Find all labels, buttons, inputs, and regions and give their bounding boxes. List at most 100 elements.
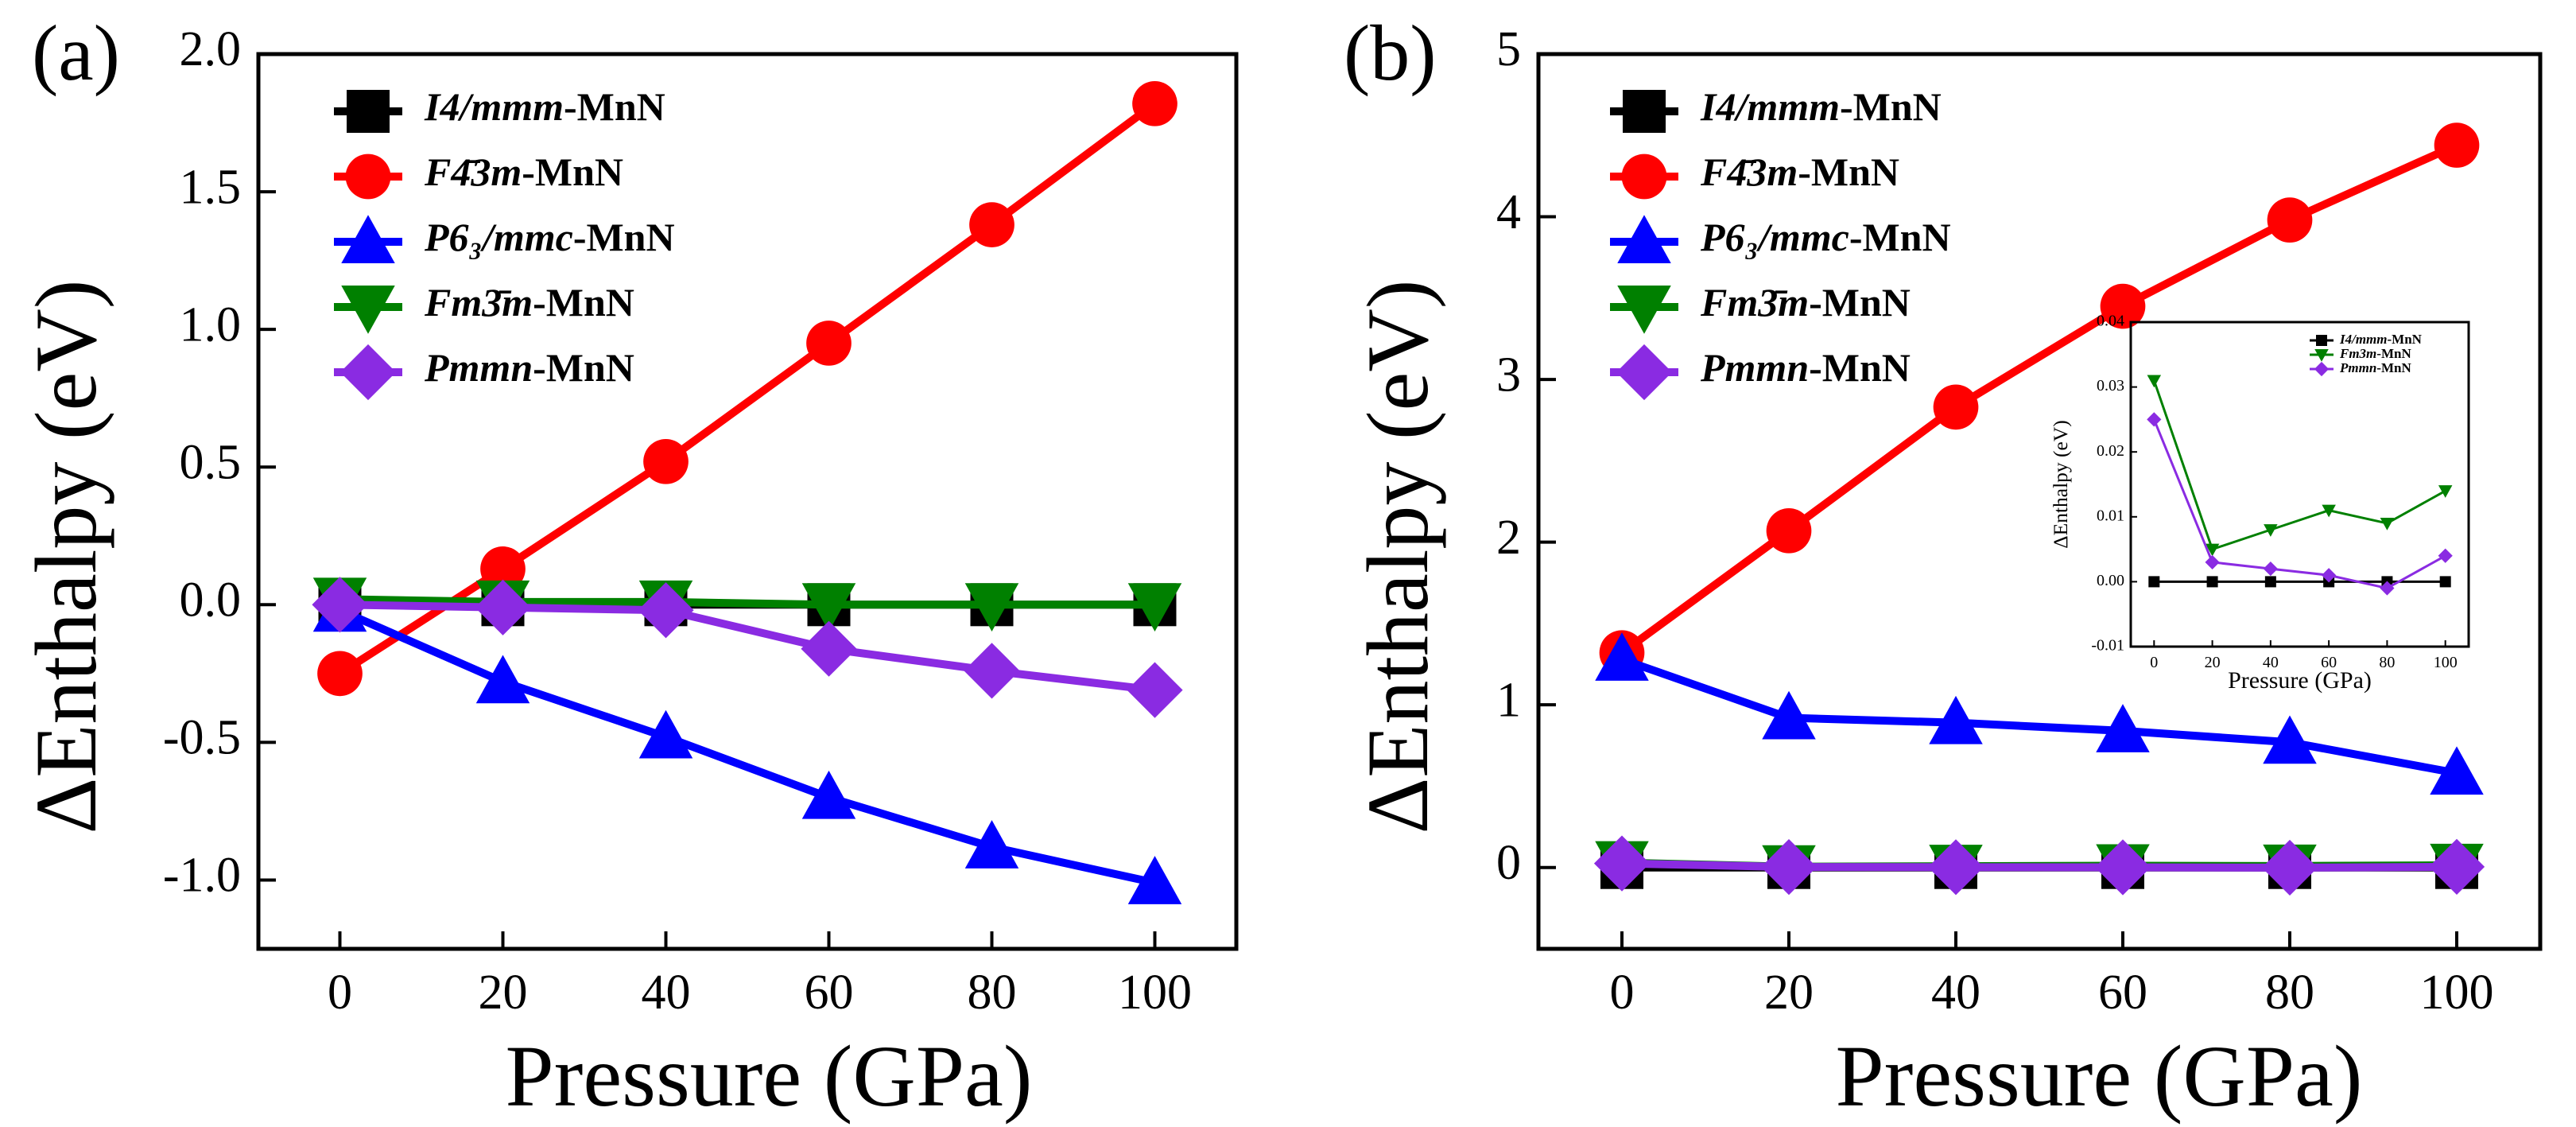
legend-label: P6₃/mmc-MnN (1700, 215, 1951, 259)
data-point (475, 579, 531, 635)
x-tick-label: 80 (2379, 654, 2395, 671)
data-point (1127, 662, 1183, 718)
data-point (2206, 576, 2218, 588)
data-point (312, 577, 368, 633)
legend-label: F4̄3m-MnN (424, 150, 623, 194)
x-tick-label: 40 (642, 966, 691, 1020)
y-tick-label: -0.01 (2091, 637, 2124, 655)
series-triangle-up (1595, 632, 2484, 795)
data-point (480, 546, 526, 592)
data-point (801, 770, 856, 819)
x-tick-label: 20 (2205, 654, 2221, 671)
data-point (1929, 695, 1983, 744)
data-point (1595, 632, 1649, 681)
x-tick-label: 80 (968, 966, 1017, 1020)
panel-b-x-axis-title: Pressure (GPa) (1836, 1028, 2363, 1125)
x-tick-label: 40 (1931, 966, 1980, 1020)
plot-frame (2129, 321, 2470, 648)
data-point (1132, 80, 1177, 126)
x-tick-label: 100 (2420, 966, 2494, 1020)
y-tick-label: 0.5 (180, 435, 242, 489)
y-tick-label: 2.0 (180, 22, 242, 76)
panel-b-inset-plot: 0 20 40 60 80 100 -0.01 0.00 0.01 0.02 0.03 0.04 I4/… (2049, 313, 2470, 694)
legend-label: I4/mmm-MnN (424, 84, 665, 129)
y-tick-label: 0.04 (2097, 313, 2124, 330)
data-point (317, 651, 363, 697)
series-line (339, 595, 1155, 609)
y-tick-label: 0 (1496, 836, 1521, 890)
data-point (801, 620, 857, 677)
data-point (2438, 548, 2453, 563)
series-line (2152, 379, 2446, 551)
data-point (2267, 197, 2313, 243)
legend: I4/mmm-MnN F4̄3m-MnN P6₃/mmc-MnN Fm3̄m-MnN P… (1610, 84, 1951, 401)
y-tick-label: 1.0 (180, 297, 242, 352)
series-diamond (312, 577, 1183, 718)
data-point (1927, 839, 1984, 896)
data-point (2438, 485, 2453, 498)
legend-marker (1616, 344, 1673, 401)
data-point (1127, 856, 1182, 904)
y-tick-label: 0.01 (2097, 507, 2124, 524)
series-line (2152, 418, 2446, 590)
plot-frame (1536, 52, 2543, 951)
y-tick-label: -0.5 (163, 711, 241, 765)
data-point (964, 643, 1020, 699)
data-point (964, 583, 1019, 632)
x-tick-label: 60 (805, 966, 854, 1020)
data-point (2380, 517, 2395, 530)
series-line (337, 100, 1158, 678)
panel-b: (b) ΔEnthalpy (eV) Pressure (GPa) 0 20 40 6… (1344, 9, 2543, 1125)
panel-b-y-axis-title: ΔEnthalpy (eV) (1349, 280, 1446, 834)
plot-frame (256, 52, 1239, 951)
panel-b-label: (b) (1344, 9, 1437, 97)
data-point (2322, 504, 2336, 518)
panel-a-label: (a) (32, 9, 120, 97)
legend-marker (2314, 349, 2329, 362)
y-tick-label: 1.5 (180, 160, 242, 214)
data-point (2322, 568, 2337, 583)
legend-label: Fm3m-MnN (2339, 346, 2411, 361)
data-point (2147, 412, 2162, 427)
data-point (2147, 375, 2162, 388)
data-point (2096, 704, 2150, 752)
legend: I4/mmm-MnN F4̄3m-MnN P6₃/mmc-MnN Fm3̄m-MnN P… (334, 84, 675, 401)
y-tick-label: 2 (1496, 511, 1521, 565)
y-tick-label: 3 (1496, 348, 1521, 402)
series-triangle-up (312, 583, 1182, 904)
x-tick-label: 40 (2263, 654, 2279, 671)
legend-marker (1621, 154, 1667, 200)
data-point (638, 582, 694, 639)
legend-marker (341, 286, 395, 334)
legend-marker (2316, 335, 2327, 346)
x-tick-label: 60 (2321, 654, 2337, 671)
panel-a-plot: 0 20 40 60 80 100 -1.0 -0.5 0.0 0.5 1.0 1.5 2.0 I4/mm… (163, 22, 1239, 1020)
data-point (2205, 543, 2220, 557)
inset-y-axis-title: ΔEnthalpy (eV) (2049, 420, 2072, 549)
series-diamond (2147, 412, 2453, 596)
legend-marker (2314, 361, 2330, 377)
legend-label: P6₃/mmc-MnN (424, 215, 675, 259)
data-point (2263, 561, 2278, 577)
data-point (2264, 524, 2278, 537)
x-tick-label: 100 (1118, 966, 1192, 1020)
y-tick-label: 0.0 (180, 573, 242, 628)
data-point (2430, 746, 2484, 795)
panel-b-plot: 0 20 40 60 80 100 0 1 2 3 4 5 I4/mmm-MnN F4̄3m-MnN P6₃… (1496, 22, 2543, 1020)
data-point (1762, 690, 1816, 740)
data-point (2094, 839, 2151, 896)
data-point (2261, 839, 2318, 896)
x-tick-label: 0 (328, 966, 352, 1020)
data-point (1933, 384, 1979, 430)
legend-marker (1623, 90, 1666, 133)
x-tick-label: 0 (1610, 966, 1635, 1020)
data-point (1127, 583, 1182, 632)
data-point (475, 655, 530, 704)
legend-label: Pmmn-MnN (2339, 360, 2411, 375)
data-point (2439, 576, 2451, 588)
legend-marker (339, 344, 397, 401)
inset-x-axis-title: Pressure (GPa) (2228, 667, 2372, 694)
series-circle (317, 80, 1177, 697)
series-line (1620, 655, 2458, 778)
